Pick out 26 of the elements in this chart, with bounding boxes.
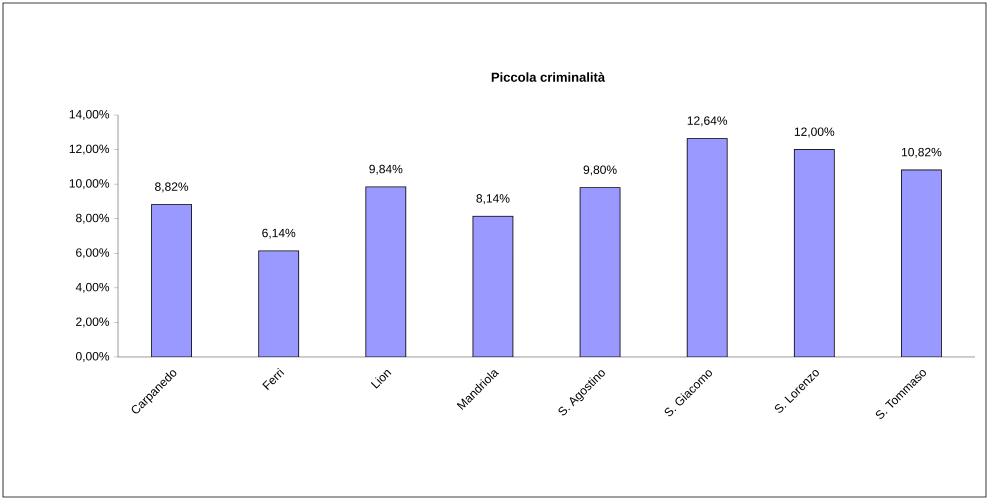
data-label: 9,84% [369, 164, 402, 175]
data-label: 10,82% [902, 148, 942, 158]
bar [794, 149, 835, 357]
data-label: 12,64% [688, 116, 728, 126]
y-tick-label: 10,00% [70, 179, 110, 190]
y-tick-label: 12,00% [70, 144, 110, 155]
bar [686, 138, 728, 357]
data-label: 9,80% [584, 165, 617, 176]
y-tick-label: 8,00% [76, 214, 110, 224]
bar [580, 187, 620, 357]
y-tick-label: 14,00% [70, 110, 110, 120]
bar [258, 250, 300, 357]
y-tick-label: 6,00% [76, 248, 110, 258]
bar [365, 186, 406, 357]
data-label: 8,14% [476, 194, 510, 204]
y-tick-label: 4,00% [76, 282, 110, 293]
data-label: 6,14% [262, 228, 296, 239]
bar [472, 216, 514, 357]
y-tick-label: 2,00% [76, 317, 110, 328]
data-label: 12,00% [794, 127, 834, 138]
bar [151, 204, 192, 357]
chart-title: Piccola criminalità [492, 72, 606, 82]
x-tick-label: Lion [370, 370, 392, 389]
data-label: 8,82% [155, 182, 188, 192]
bar [901, 170, 942, 357]
y-tick-label: 0,00% [76, 352, 110, 362]
